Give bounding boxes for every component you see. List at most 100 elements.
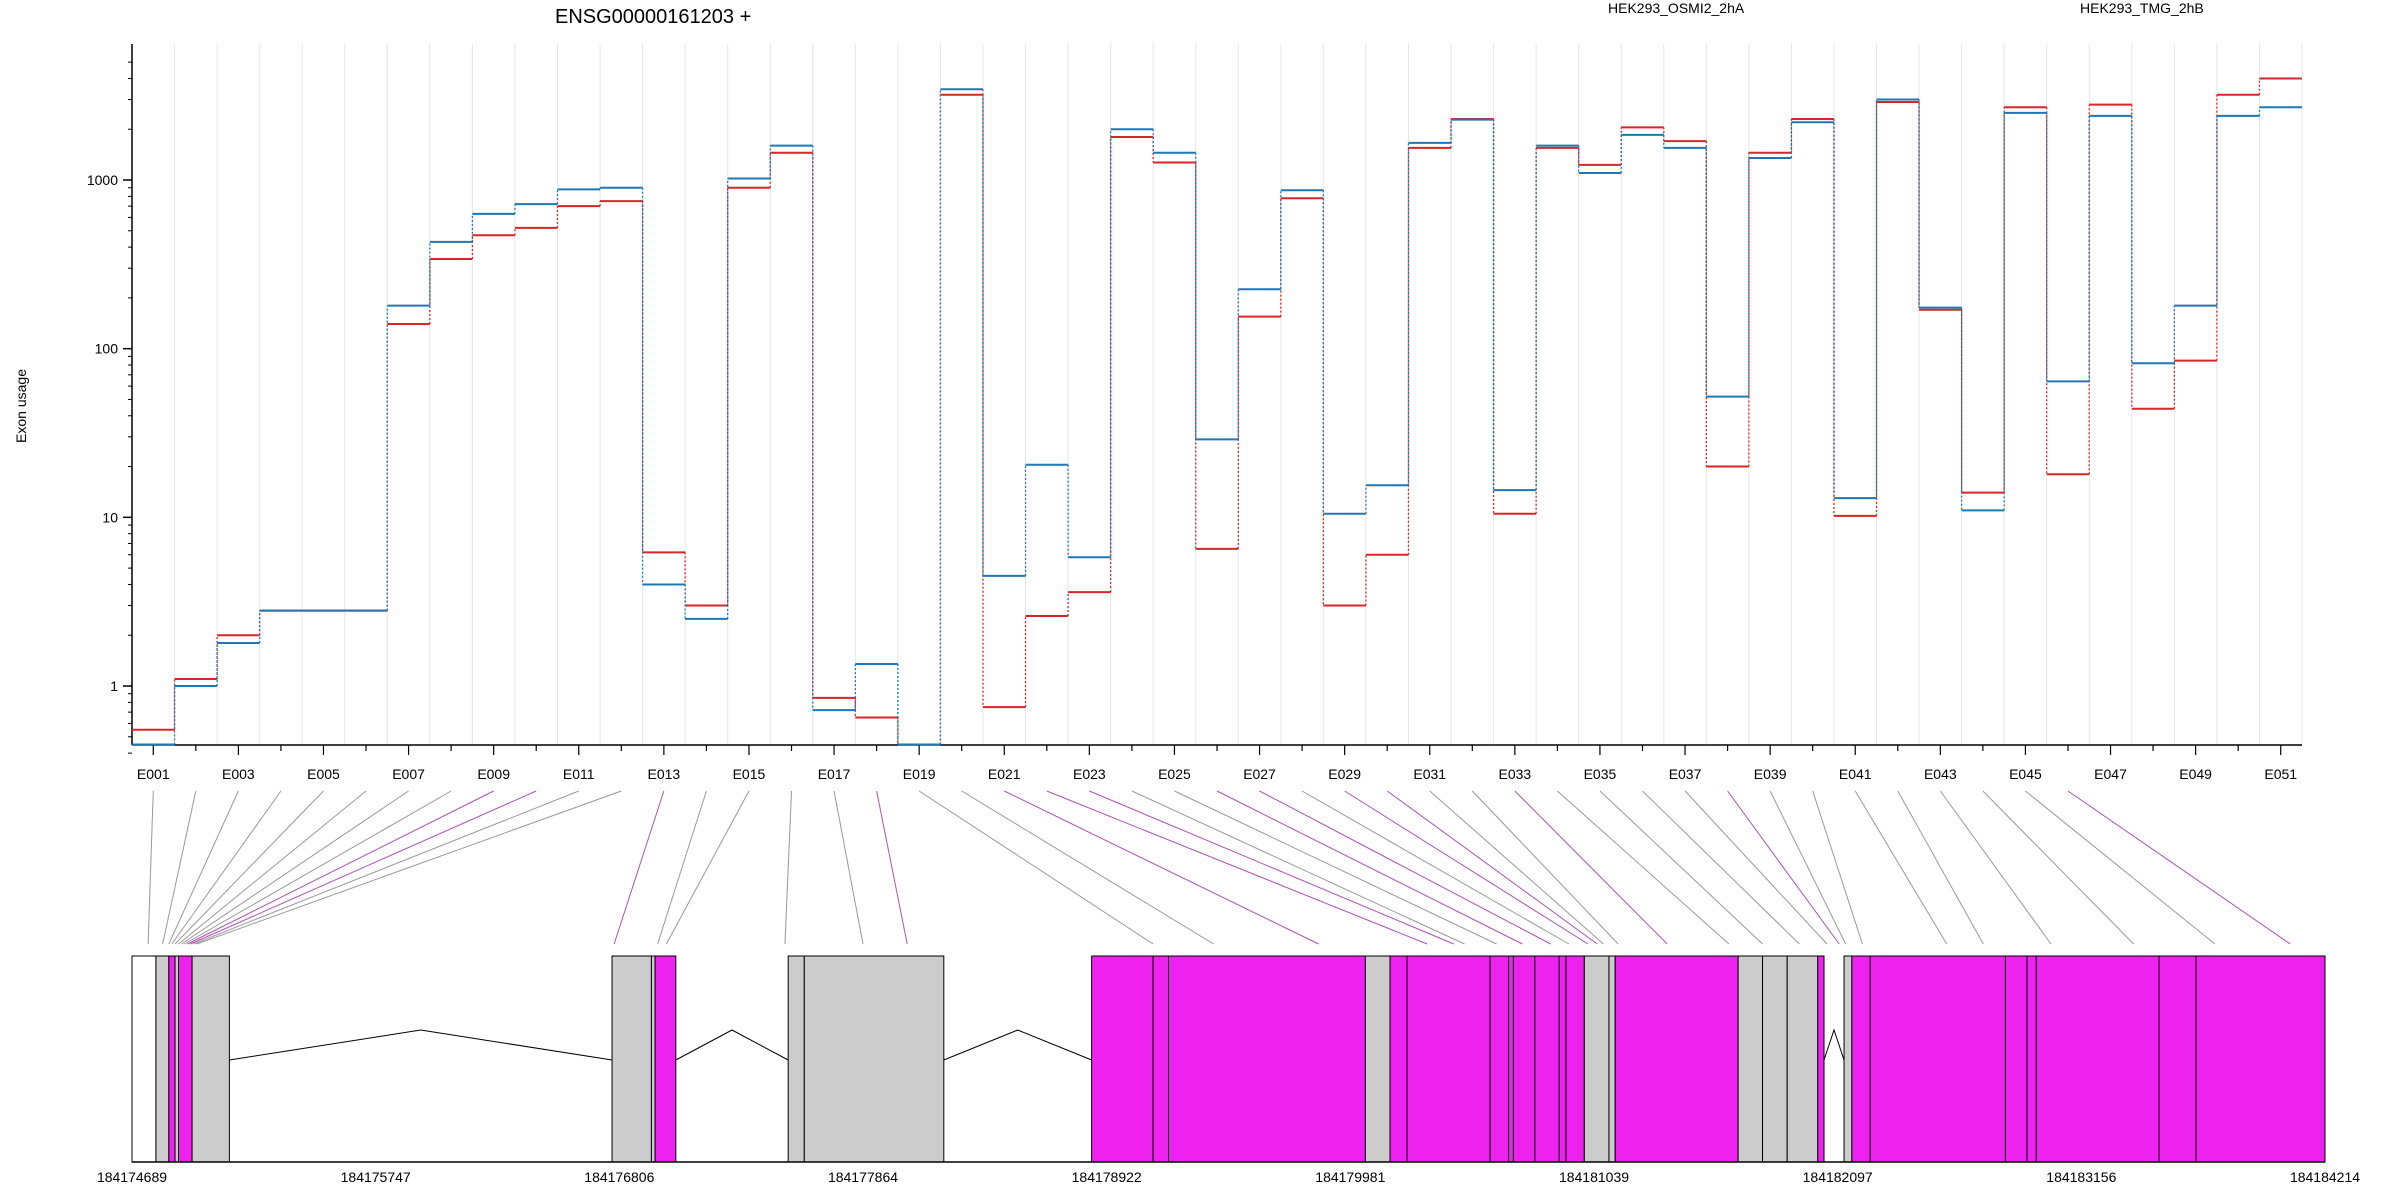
- exon-block: [1737, 955, 1764, 1163]
- y-axis-label: Exon usage: [13, 369, 29, 443]
- x-tick-label: E033: [1498, 766, 1531, 782]
- x-tick-label: E049: [2179, 766, 2212, 782]
- exon-connector-line: [2067, 790, 2291, 945]
- exon-block: [1614, 955, 1739, 1163]
- x-tick-label: E017: [818, 766, 851, 782]
- exon-block: [1843, 955, 1853, 1163]
- exon-block: [191, 955, 230, 1163]
- exon-block: [1817, 955, 1825, 1163]
- exon-connector-line: [657, 790, 707, 945]
- exon-block: [2195, 955, 2326, 1163]
- genomic-coordinate-label: 184176806: [584, 1169, 654, 1185]
- exon-block: [1762, 955, 1788, 1163]
- exon-block: [803, 955, 945, 1163]
- exon-connector-lines: [147, 790, 2291, 945]
- chart-title: ENSG00000161203 +: [555, 6, 751, 28]
- exon-block: [2004, 955, 2028, 1163]
- exon-connector-line: [1897, 790, 1984, 945]
- exon-connector-line: [1386, 790, 1598, 945]
- exon-block: [168, 955, 176, 1163]
- x-tick-label: E031: [1413, 766, 1446, 782]
- series-2: [132, 88, 2302, 746]
- x-tick-label: E047: [2094, 766, 2127, 782]
- x-tick-label: E027: [1243, 766, 1276, 782]
- exon-block: [611, 955, 652, 1163]
- series-1: [132, 77, 2302, 746]
- exon-connector-line: [184, 790, 452, 945]
- exon-connector-line: [1344, 790, 1589, 945]
- x-tick-label: E011: [563, 766, 595, 782]
- genomic-coordinate-label: 184179981: [1315, 1169, 1385, 1185]
- exon-block: [1152, 955, 1170, 1163]
- exon-connector-line: [1514, 790, 1668, 945]
- x-tick-label: E009: [477, 766, 510, 782]
- exon-connector-line: [1301, 790, 1570, 945]
- exon-connector-line: [187, 790, 494, 945]
- exon-connector-line: [876, 790, 908, 945]
- exon-block: [1869, 955, 2006, 1163]
- intron-line: [943, 1029, 1092, 1061]
- exon-block: [131, 955, 157, 1163]
- intron-line: [229, 1029, 613, 1061]
- exon-block: [1389, 955, 1408, 1163]
- exon-connector-line: [665, 790, 750, 945]
- exon-connector-line: [784, 790, 793, 945]
- genomic-coordinate-label: 184183156: [2046, 1169, 2116, 1185]
- exon-connector-line: [613, 790, 665, 945]
- x-tick-label: E041: [1839, 766, 1872, 782]
- x-tick-label: E021: [988, 766, 1021, 782]
- genomic-coordinate-label: 184182097: [1803, 1169, 1873, 1185]
- series-lines: [132, 77, 2302, 746]
- exon-block: [1583, 955, 1610, 1163]
- exon-connector-line: [1429, 790, 1604, 945]
- x-tick-label: E003: [222, 766, 255, 782]
- x-tick-label: E015: [733, 766, 766, 782]
- exon-connector-line: [1259, 790, 1551, 945]
- exon-connector-line: [196, 790, 622, 945]
- exon-connector-line: [1939, 790, 2052, 945]
- exon-block: [1608, 955, 1616, 1163]
- exon-connector-line: [1727, 790, 1840, 945]
- y-tick-label: 100: [95, 341, 119, 357]
- exon-connector-line: [190, 790, 537, 945]
- exon-connector-line: [147, 790, 154, 945]
- exon-block: [1508, 955, 1514, 1163]
- exon-block: [178, 955, 193, 1163]
- exon-block: [1534, 955, 1560, 1163]
- genomic-coordinate-label: 184184214: [2290, 1169, 2360, 1185]
- exon-block: [654, 955, 677, 1163]
- x-tick-label: E023: [1073, 766, 1106, 782]
- exon-connector-line: [1089, 790, 1454, 945]
- exon-connector-line: [181, 790, 409, 945]
- exon-connector-line: [1812, 790, 1863, 945]
- exon-connector-line: [961, 790, 1214, 945]
- exon-block: [1565, 955, 1585, 1163]
- x-tick-label: E043: [1924, 766, 1957, 782]
- exon-block: [1489, 955, 1510, 1163]
- x-tick-label: E005: [307, 766, 340, 782]
- exon-connector-line: [1982, 790, 2135, 945]
- exon-block: [155, 955, 170, 1163]
- genomic-coordinate-label: 184178922: [1072, 1169, 1142, 1185]
- exon-connector-line: [1557, 790, 1730, 945]
- exon-block: [1168, 955, 1366, 1163]
- exon-connector-line: [1046, 790, 1428, 945]
- legend-entry-series-2: HEK293_TMG_2hB: [2080, 0, 2204, 16]
- genomic-coordinate-label: 184177864: [828, 1169, 898, 1185]
- exon-block: [2158, 955, 2197, 1163]
- exon-block: [1091, 955, 1154, 1163]
- exon-block: [1786, 955, 1819, 1163]
- x-tick-label: E035: [1584, 766, 1617, 782]
- exon-connector-line: [1131, 790, 1465, 945]
- exon-connector-line: [1216, 790, 1523, 945]
- exon-connector-line: [1854, 790, 1948, 945]
- exon-connector-line: [1174, 790, 1497, 945]
- exon-block: [1364, 955, 1391, 1163]
- x-tick-label: E029: [1328, 766, 1361, 782]
- exon-connector-line: [174, 790, 324, 945]
- exon-connector-line: [168, 790, 239, 945]
- intron-line: [675, 1029, 789, 1061]
- exon-block: [1406, 955, 1491, 1163]
- genomic-coordinate-label: 184181039: [1559, 1169, 1629, 1185]
